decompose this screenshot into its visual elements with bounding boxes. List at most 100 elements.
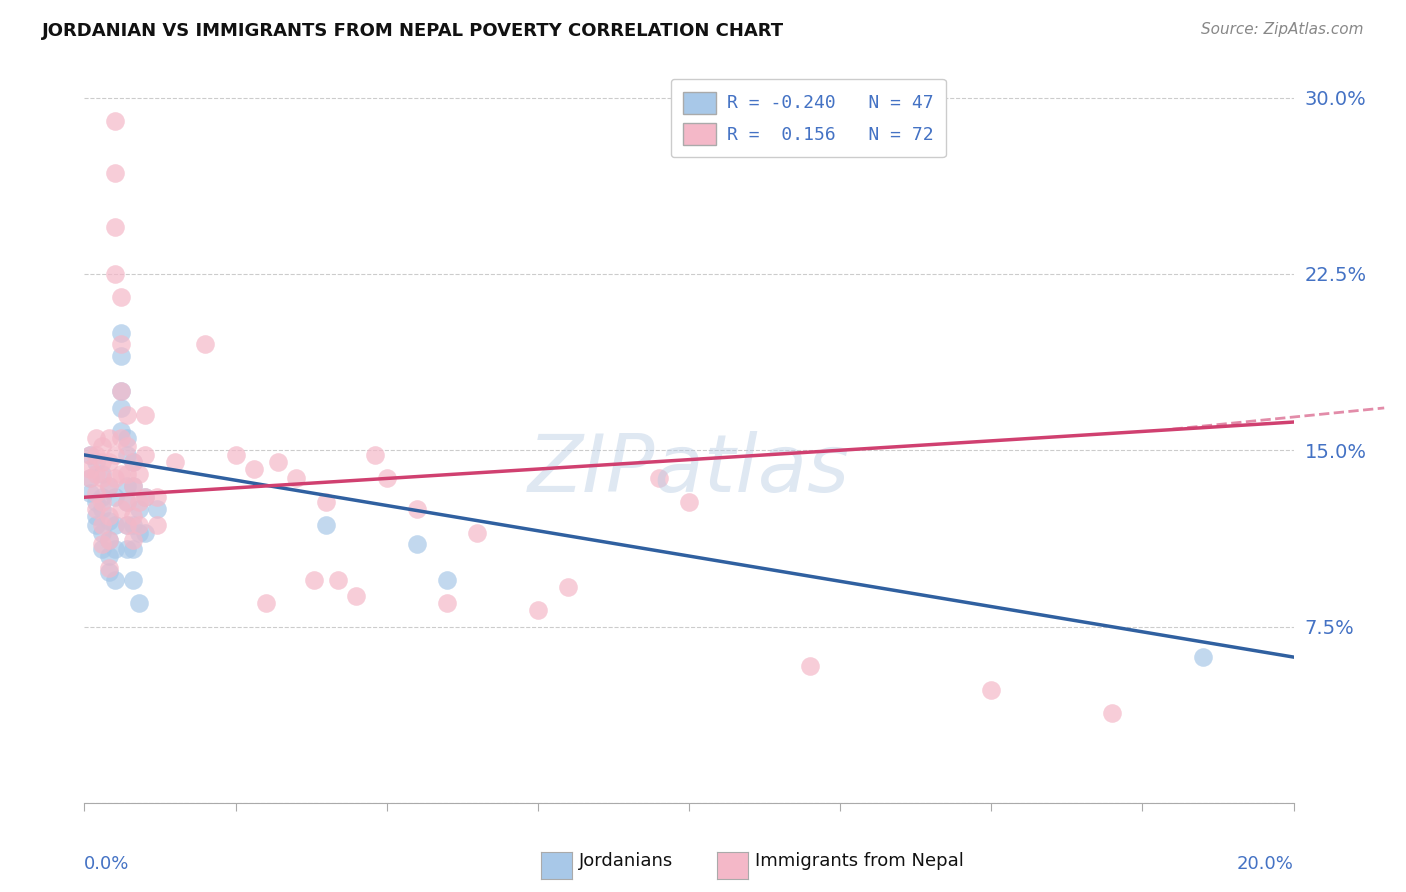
Point — [527, 603, 550, 617]
Point — [121, 533, 143, 547]
Point — [302, 573, 325, 587]
Point — [980, 683, 1002, 698]
Point — [328, 573, 350, 587]
Point — [91, 541, 114, 556]
Point — [121, 541, 143, 556]
Point — [79, 485, 101, 500]
Point — [91, 537, 114, 551]
Point — [121, 509, 143, 524]
Point — [134, 490, 156, 504]
Text: Immigrants from Nepal: Immigrants from Nepal — [755, 852, 965, 870]
Point — [254, 596, 277, 610]
Point — [97, 549, 120, 563]
Point — [86, 432, 108, 446]
Point — [110, 401, 132, 415]
Point — [648, 471, 671, 485]
Text: Source: ZipAtlas.com: Source: ZipAtlas.com — [1201, 22, 1364, 37]
Point — [115, 438, 138, 452]
Point — [97, 478, 120, 492]
Point — [128, 596, 150, 610]
Point — [115, 467, 138, 481]
Point — [436, 573, 458, 587]
Point — [134, 448, 156, 462]
Point — [436, 596, 458, 610]
Point — [346, 589, 368, 603]
Point — [91, 502, 114, 516]
Point — [678, 495, 700, 509]
Text: 20.0%: 20.0% — [1237, 855, 1294, 872]
Point — [79, 462, 101, 476]
Point — [557, 580, 579, 594]
Point — [86, 448, 108, 462]
Point — [97, 432, 120, 446]
Point — [97, 533, 120, 547]
Point — [121, 455, 143, 469]
Point — [128, 525, 150, 540]
Point — [406, 537, 429, 551]
Point — [97, 455, 120, 469]
Point — [121, 478, 143, 492]
Point — [104, 219, 127, 234]
Point — [146, 490, 169, 504]
Point — [121, 518, 143, 533]
Point — [91, 467, 114, 481]
Point — [115, 448, 138, 462]
Point — [110, 384, 132, 399]
Point — [115, 495, 138, 509]
Point — [104, 267, 127, 281]
Point — [121, 455, 143, 469]
Point — [97, 561, 120, 575]
Point — [79, 448, 101, 462]
Text: ZIPatlas: ZIPatlas — [527, 431, 851, 508]
Point — [104, 490, 127, 504]
Point — [1101, 706, 1123, 721]
Point — [104, 166, 127, 180]
Point — [375, 471, 398, 485]
Point — [115, 541, 138, 556]
Point — [225, 448, 247, 462]
Point — [110, 326, 132, 340]
Point — [110, 349, 132, 363]
Point — [267, 455, 290, 469]
Point — [115, 518, 138, 533]
Point — [110, 337, 132, 351]
Point — [363, 448, 385, 462]
Point — [285, 471, 308, 485]
Point — [91, 438, 114, 452]
Point — [110, 384, 132, 399]
Point — [86, 502, 108, 516]
Point — [115, 408, 138, 422]
Point — [86, 485, 108, 500]
Point — [97, 509, 120, 524]
Point — [86, 455, 108, 469]
Point — [115, 495, 138, 509]
Point — [91, 471, 114, 485]
Point — [121, 478, 143, 492]
Point — [194, 337, 217, 351]
Point — [97, 514, 120, 528]
Point — [110, 432, 132, 446]
Point — [134, 525, 156, 540]
Point — [97, 478, 120, 492]
Point — [406, 502, 429, 516]
Point — [97, 566, 120, 580]
Point — [104, 541, 127, 556]
Point — [146, 518, 169, 533]
Point — [91, 518, 114, 533]
Point — [91, 525, 114, 540]
Point — [86, 495, 108, 509]
Point — [115, 478, 138, 492]
Text: JORDANIAN VS IMMIGRANTS FROM NEPAL POVERTY CORRELATION CHART: JORDANIAN VS IMMIGRANTS FROM NEPAL POVER… — [42, 22, 785, 40]
Point — [110, 467, 132, 481]
Point — [104, 518, 127, 533]
Text: 0.0%: 0.0% — [84, 855, 129, 872]
Point — [315, 518, 337, 533]
Point — [104, 114, 127, 128]
Point — [1192, 650, 1215, 665]
Point — [110, 290, 132, 304]
Point — [115, 432, 138, 446]
Point — [110, 502, 132, 516]
Legend: R = -0.240   N = 47, R =  0.156   N = 72: R = -0.240 N = 47, R = 0.156 N = 72 — [671, 78, 946, 157]
Point — [799, 659, 821, 673]
Point — [134, 490, 156, 504]
